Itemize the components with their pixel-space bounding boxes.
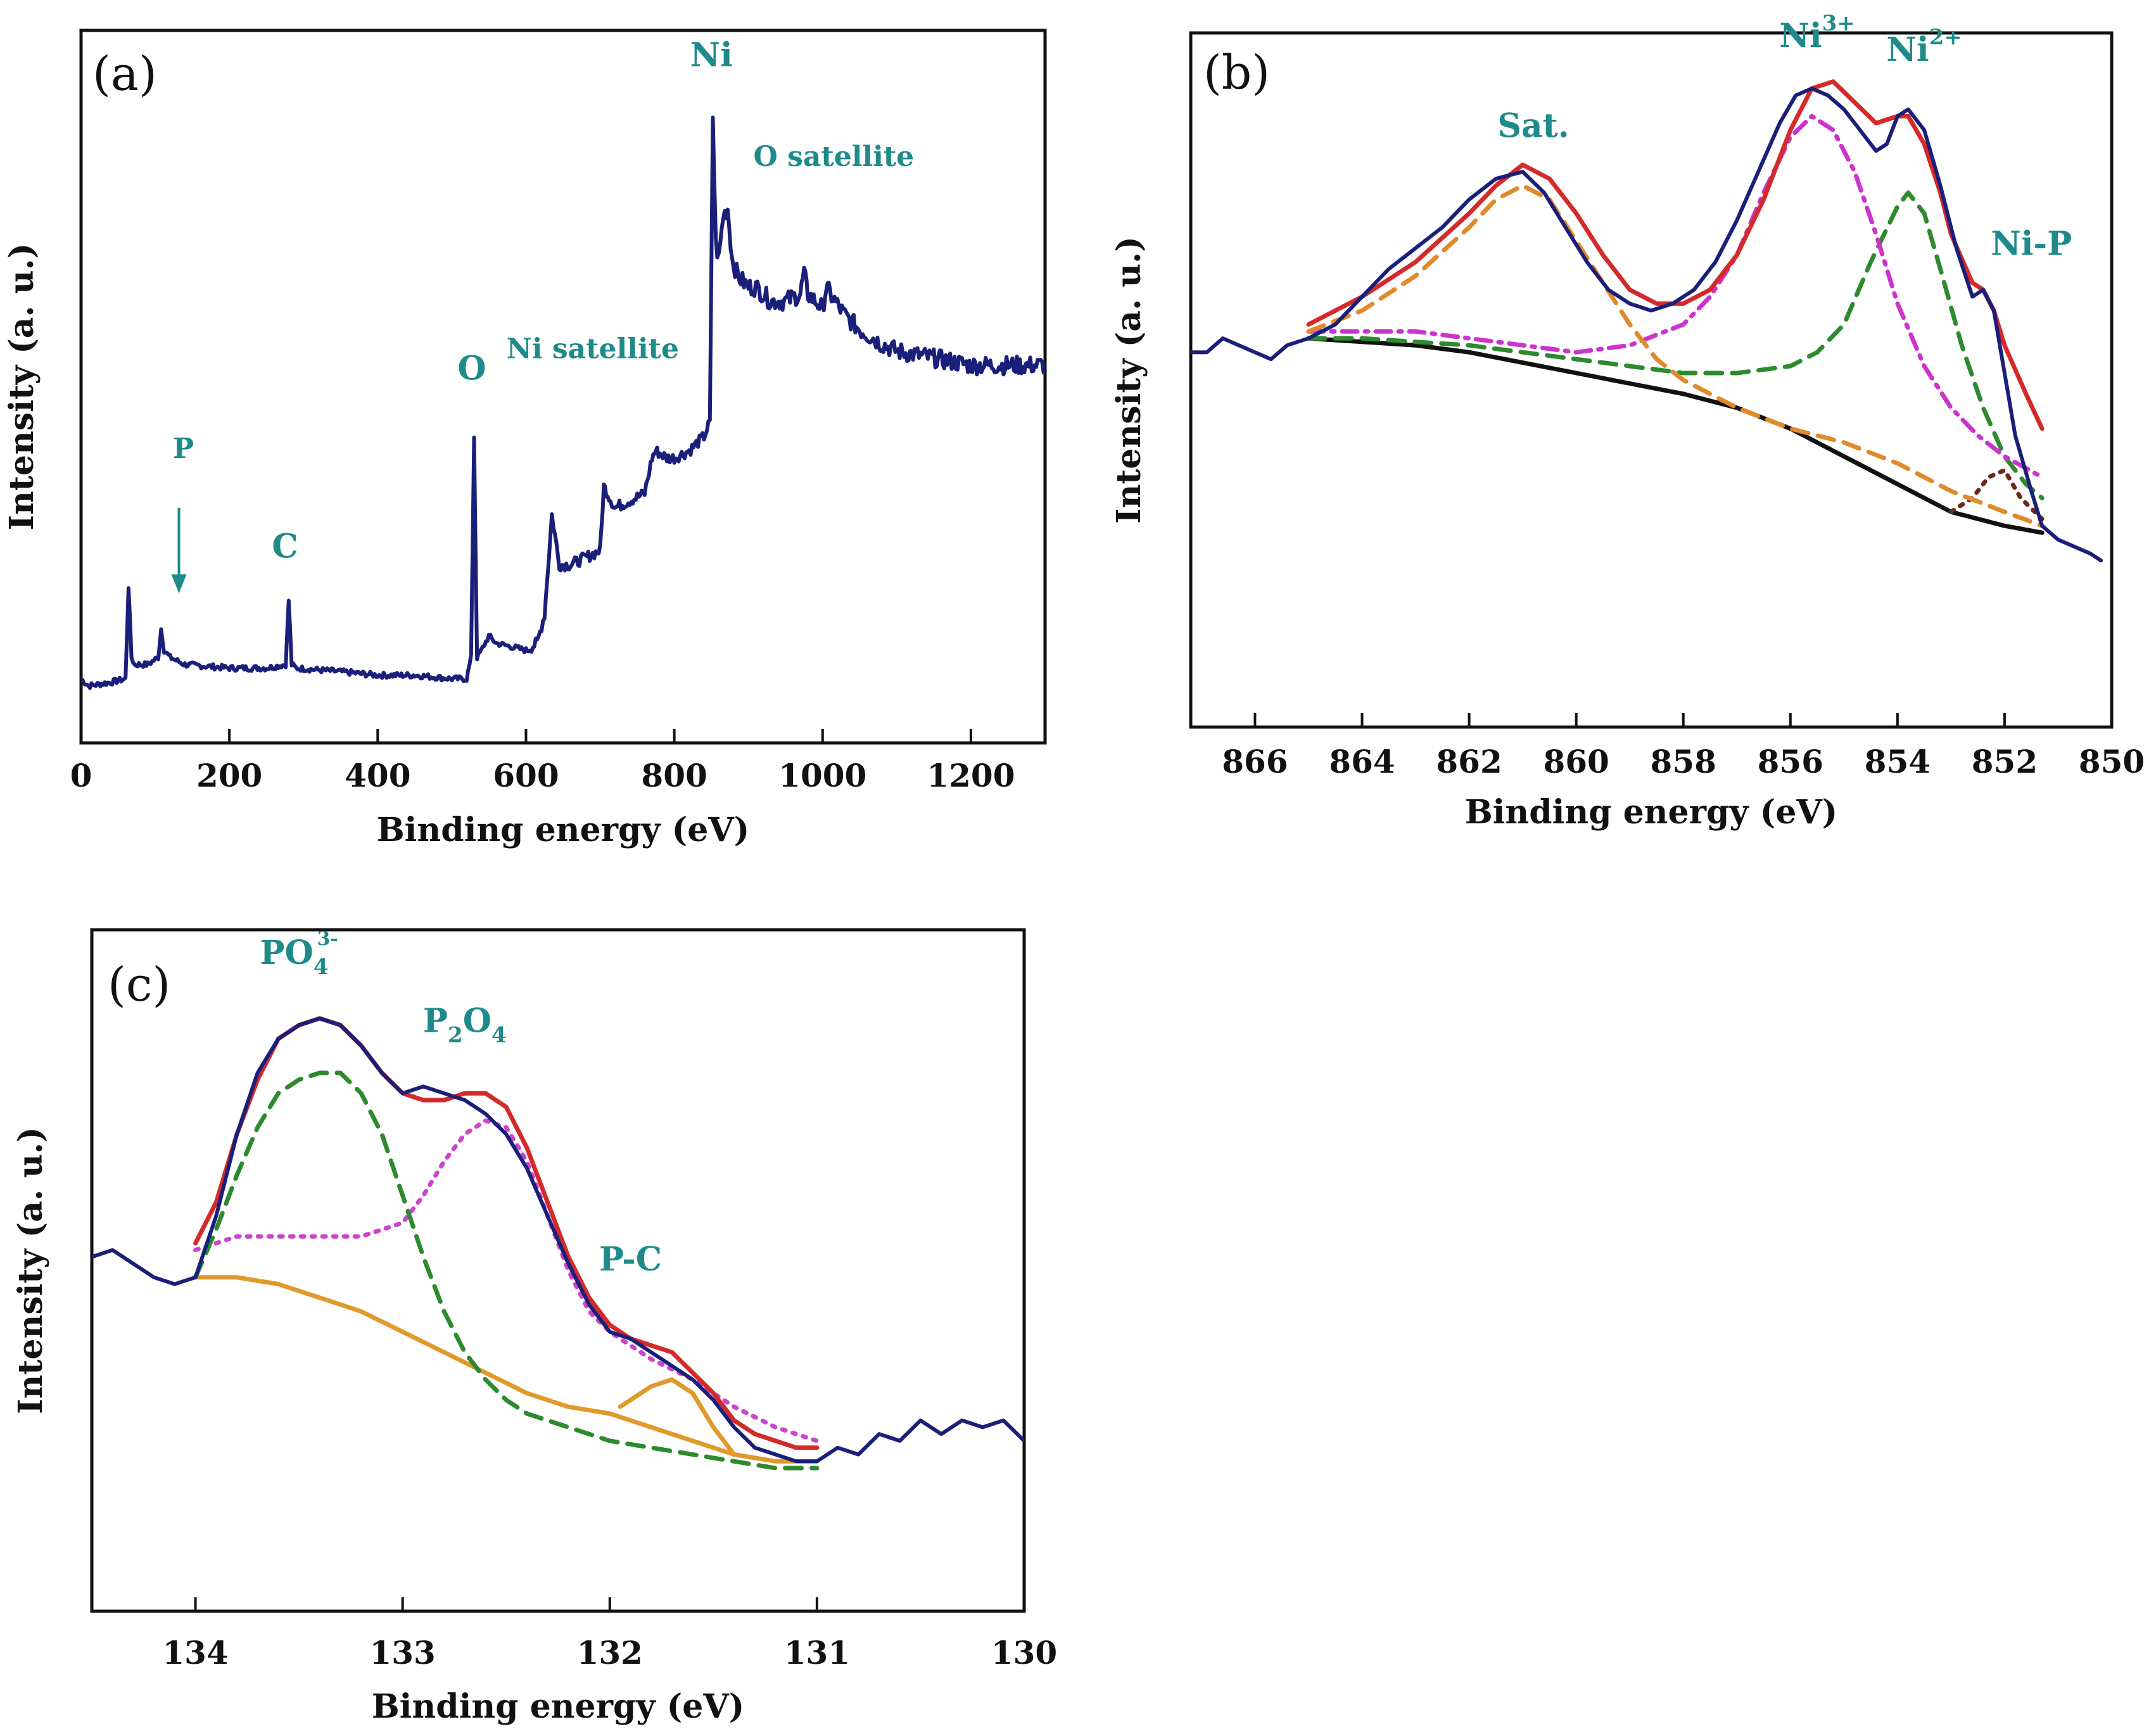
- x-tick-label-a: 600: [493, 757, 559, 794]
- x-tick-label-a: 800: [641, 757, 707, 794]
- annotation-a: Ni satellite: [507, 333, 679, 365]
- x-tick-label-a: 400: [345, 757, 410, 794]
- x-tick-label-c: 134: [162, 1634, 228, 1671]
- x-tick-label-a: 1000: [778, 757, 866, 794]
- series-b-envelope-fit: [1306, 79, 2045, 431]
- annotation-text: O satellite: [753, 141, 914, 173]
- annotation-b: Ni3+: [1779, 11, 1855, 55]
- annotation-text: Sat.: [1497, 106, 1569, 145]
- annotation-text: P: [173, 433, 194, 465]
- x-tick-label-a: 1200: [927, 757, 1015, 794]
- x-tick-label-b: 852: [1972, 743, 2038, 780]
- x-tick-label-b: 866: [1222, 743, 1288, 780]
- x-tick-label-c: 133: [369, 1634, 435, 1671]
- annotation-text: P-C: [599, 1240, 662, 1279]
- series-c-p-c-component: [618, 1377, 737, 1457]
- series-a-survey-spectrum: [81, 115, 1045, 690]
- panel-a-survey: 0 200 400 600 800 1000 1200 Binding energy (eV)…: [3, 29, 1047, 849]
- annotation-superscript: 3-: [317, 928, 338, 950]
- x-tick-label-c: 132: [577, 1634, 643, 1671]
- x-tick-label-b: 850: [2079, 743, 2145, 780]
- series-group-c: [92, 1016, 1024, 1471]
- panel-c-p2p: 134 133 132 131 130 Binding energy (eV) Intens…: [11, 928, 1057, 1726]
- x-tick-label-c: 130: [991, 1634, 1057, 1671]
- annotation-superscript: 3+: [1822, 11, 1855, 36]
- series-c-po4-3-component: [193, 1070, 820, 1471]
- series-b-raw-data: [1191, 86, 2103, 562]
- annotation-text-2: O: [463, 1001, 491, 1040]
- series-c-background: [193, 1275, 820, 1464]
- annotation-subscript-2: 4: [491, 1022, 507, 1048]
- annotation-subscript: 2: [448, 1022, 463, 1048]
- plot-frame-b: [1189, 31, 2114, 729]
- annotation-c: P2O4: [423, 1001, 507, 1048]
- panel-label-b: (b): [1203, 46, 1270, 100]
- plot-frame-c: [90, 928, 1026, 1613]
- annotation-a: Ni: [690, 35, 733, 74]
- annotation-b: Ni-P: [1991, 225, 2072, 263]
- arrow-head: [171, 574, 187, 593]
- annotation-c: PO4 3-: [260, 928, 338, 980]
- x-tick-label-c: 131: [784, 1634, 850, 1671]
- x-tick-label-b: 862: [1436, 743, 1502, 780]
- annotation-text: P: [423, 1001, 448, 1040]
- x-tick-label-a: 0: [70, 757, 92, 794]
- annotation-a: O: [457, 349, 486, 388]
- x-tick-label-a: 200: [196, 757, 262, 794]
- annotation-superscript: 2+: [1929, 25, 1962, 50]
- annotation-text: Ni: [1779, 16, 1822, 55]
- series-group-b: [1191, 79, 2103, 562]
- y-axis-title-b: Intensity (a. u.): [1110, 236, 1148, 523]
- annotation-text: Ni satellite: [507, 333, 679, 365]
- panel-b-ni2p: 866 864 862 860 858 856 854 852 850 Binding energ…: [1110, 11, 2145, 832]
- annotation-text: Ni: [1886, 30, 1929, 69]
- panel-label-c: (c): [108, 958, 170, 1012]
- annotation-b: Ni2+: [1886, 25, 1962, 69]
- annotation-c: P-C: [599, 1240, 662, 1279]
- x-tick-label-b: 860: [1543, 743, 1609, 780]
- series-group-a: [81, 115, 1045, 690]
- annotation-text: C: [272, 528, 298, 566]
- x-tick-label-b: 858: [1651, 743, 1716, 780]
- annotation-a: O satellite: [753, 141, 914, 173]
- annotation-b: Sat.: [1497, 106, 1569, 145]
- x-tick-label-b: 856: [1758, 743, 1823, 780]
- series-b-ni3-component: [1306, 114, 2045, 479]
- series-b-ni2-component: [1306, 190, 2045, 500]
- annotation-text: O: [457, 349, 486, 388]
- y-axis-title-c: Intensity (a. u.): [11, 1127, 50, 1414]
- annotation-a: P: [173, 433, 194, 465]
- annotation-subscript: 4: [314, 954, 329, 980]
- annotation-text: Ni-P: [1991, 225, 2072, 263]
- x-axis-title-b: Binding energy (eV): [1465, 793, 1838, 832]
- x-axis-title-c: Binding energy (eV): [372, 1687, 745, 1726]
- x-axis-title-a: Binding energy (eV): [377, 811, 750, 849]
- annotation-text: PO: [260, 934, 313, 972]
- series-b-satellite-component: [1306, 183, 2045, 528]
- x-tick-label-b: 854: [1865, 743, 1931, 780]
- series-b-background: [1306, 336, 2045, 535]
- y-axis-title-a: Intensity (a. u.): [3, 243, 41, 530]
- annotation-text: Ni: [690, 35, 733, 74]
- panel-label-a: (a): [92, 47, 157, 101]
- series-c-p2o4-component: [193, 1118, 820, 1443]
- plot-frame-a: [79, 29, 1047, 745]
- annotation-a: C: [272, 528, 298, 566]
- series-c-raw-data: [92, 1016, 1024, 1464]
- x-tick-label-b: 864: [1329, 743, 1395, 780]
